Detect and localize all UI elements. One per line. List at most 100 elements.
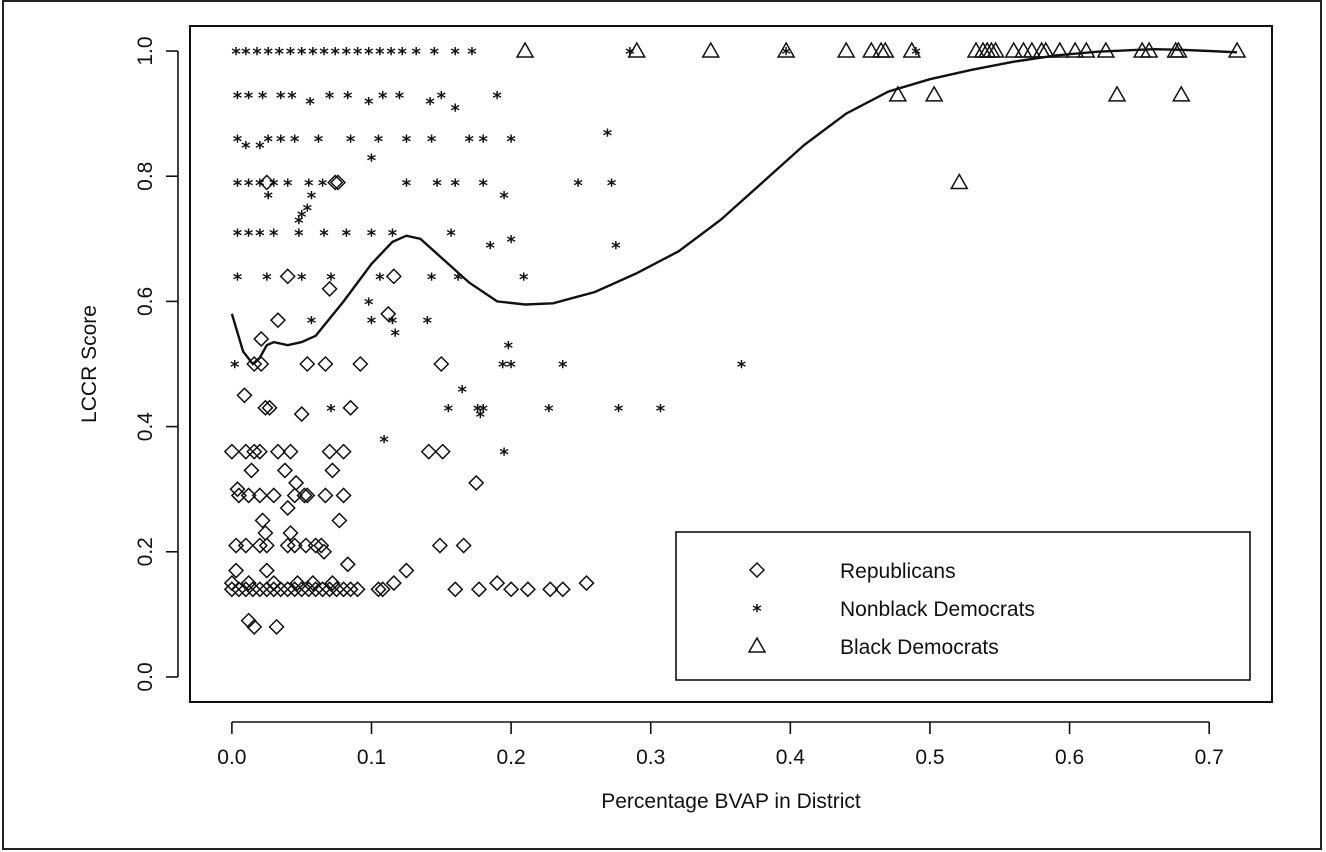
point-star: * bbox=[506, 132, 516, 153]
point-star: * bbox=[364, 44, 374, 65]
point-diamond bbox=[342, 581, 359, 598]
point-star: * bbox=[342, 226, 352, 247]
legend-box bbox=[675, 531, 1251, 681]
point-star: * bbox=[611, 238, 621, 259]
point-diamond bbox=[268, 618, 285, 635]
point-diamond bbox=[246, 618, 263, 635]
point-diamond bbox=[433, 355, 450, 373]
point-diamond bbox=[251, 581, 268, 598]
point-star: * bbox=[498, 357, 508, 378]
x-tick-label: 0.3 bbox=[636, 746, 665, 769]
point-diamond bbox=[261, 399, 278, 416]
point-diamond bbox=[374, 581, 391, 598]
point-diamond bbox=[329, 174, 347, 191]
legend-label: Black Democrats bbox=[840, 636, 999, 659]
point-star: * bbox=[375, 269, 385, 290]
point-star: * bbox=[379, 432, 389, 453]
point-star: * bbox=[432, 175, 442, 196]
point-star: * bbox=[276, 132, 286, 153]
point-diamond bbox=[321, 280, 338, 297]
point-star: * bbox=[544, 401, 554, 422]
point-diamond bbox=[258, 562, 275, 579]
y-tick-label: 0.4 bbox=[134, 412, 157, 442]
x-tick-label: 0.1 bbox=[357, 746, 386, 769]
point-triangle bbox=[627, 41, 647, 58]
point-star: * bbox=[287, 88, 297, 109]
point-star: * bbox=[453, 269, 463, 290]
x-axis: 0.0 0.1 0.2 0.3 0.4 0.5 0.6 0.7 bbox=[217, 721, 1224, 769]
point-diamond bbox=[324, 575, 341, 592]
point-triangle bbox=[1107, 85, 1127, 102]
point-star: * bbox=[241, 44, 251, 65]
point-triangle bbox=[862, 41, 881, 58]
point-star: * bbox=[386, 44, 396, 65]
point-star: * bbox=[343, 88, 353, 109]
point-diamond bbox=[276, 462, 293, 479]
y-tick-label: 0.0 bbox=[134, 662, 157, 691]
point-triangle bbox=[902, 41, 922, 58]
point-triangle bbox=[888, 85, 908, 102]
point-triangle bbox=[1022, 41, 1042, 58]
point-diamond bbox=[237, 443, 254, 460]
point-diamond bbox=[265, 581, 282, 598]
point-diamond bbox=[251, 487, 268, 504]
point-star: * bbox=[504, 338, 514, 359]
point-star: * bbox=[297, 269, 307, 290]
point-diamond bbox=[299, 487, 316, 504]
y-tick-label: 0.2 bbox=[134, 537, 157, 566]
point-star: * bbox=[252, 44, 262, 65]
point-diamond bbox=[251, 537, 268, 554]
point-triangle bbox=[1065, 41, 1085, 58]
x-axis-title: Percentage BVAP in District bbox=[601, 790, 861, 813]
point-diamond bbox=[331, 512, 348, 529]
point-star: * bbox=[603, 125, 613, 146]
point-star: * bbox=[319, 44, 329, 65]
point-triangle bbox=[776, 41, 796, 58]
point-diamond bbox=[240, 487, 257, 504]
point-star: * bbox=[499, 188, 509, 209]
point-diamond bbox=[554, 581, 571, 598]
point-star: * bbox=[402, 132, 412, 153]
point-star: * bbox=[255, 138, 265, 159]
point-star: * bbox=[388, 313, 398, 334]
point-diamond bbox=[265, 575, 282, 592]
point-diamond bbox=[398, 562, 415, 579]
point-triangle bbox=[924, 85, 944, 102]
point-triangle bbox=[949, 172, 969, 190]
point-star: * bbox=[430, 44, 440, 65]
point-diamond bbox=[254, 512, 271, 529]
point-star: * bbox=[269, 175, 279, 196]
point-diamond bbox=[468, 474, 485, 491]
point-star: * bbox=[478, 401, 488, 422]
legend-marker-star: * bbox=[752, 601, 762, 622]
point-star: * bbox=[263, 188, 273, 209]
point-diamond bbox=[282, 443, 299, 460]
point-star: * bbox=[614, 401, 624, 422]
point-diamond bbox=[269, 443, 287, 460]
point-star: * bbox=[304, 175, 314, 196]
y-axis-title: LCCR Score bbox=[78, 305, 101, 423]
point-diamond bbox=[279, 268, 296, 285]
point-triangle bbox=[1171, 85, 1191, 102]
point-star: * bbox=[391, 326, 401, 347]
point-star: * bbox=[353, 44, 363, 65]
point-star: * bbox=[241, 138, 251, 159]
point-diamond bbox=[243, 462, 260, 479]
point-diamond bbox=[300, 581, 317, 598]
point-diamond bbox=[228, 537, 245, 554]
point-star: * bbox=[402, 175, 412, 196]
x-tick-label: 0.4 bbox=[776, 746, 806, 769]
x-tick-label: 0.6 bbox=[1055, 746, 1084, 769]
point-triangle bbox=[836, 41, 856, 58]
point-diamond bbox=[265, 487, 282, 504]
point-diamond bbox=[434, 443, 451, 460]
point-star: * bbox=[451, 100, 461, 121]
point-diamond bbox=[229, 481, 246, 498]
y-axis: 0.0 0.2 0.4 0.6 0.8 1.0 bbox=[134, 36, 179, 692]
legend-marker-diamond bbox=[748, 561, 766, 579]
point-star: * bbox=[458, 382, 468, 403]
point-star: * bbox=[499, 445, 509, 466]
y-tick-label: 1.0 bbox=[134, 36, 157, 65]
point-diamond bbox=[321, 581, 338, 598]
point-star: * bbox=[607, 175, 617, 196]
